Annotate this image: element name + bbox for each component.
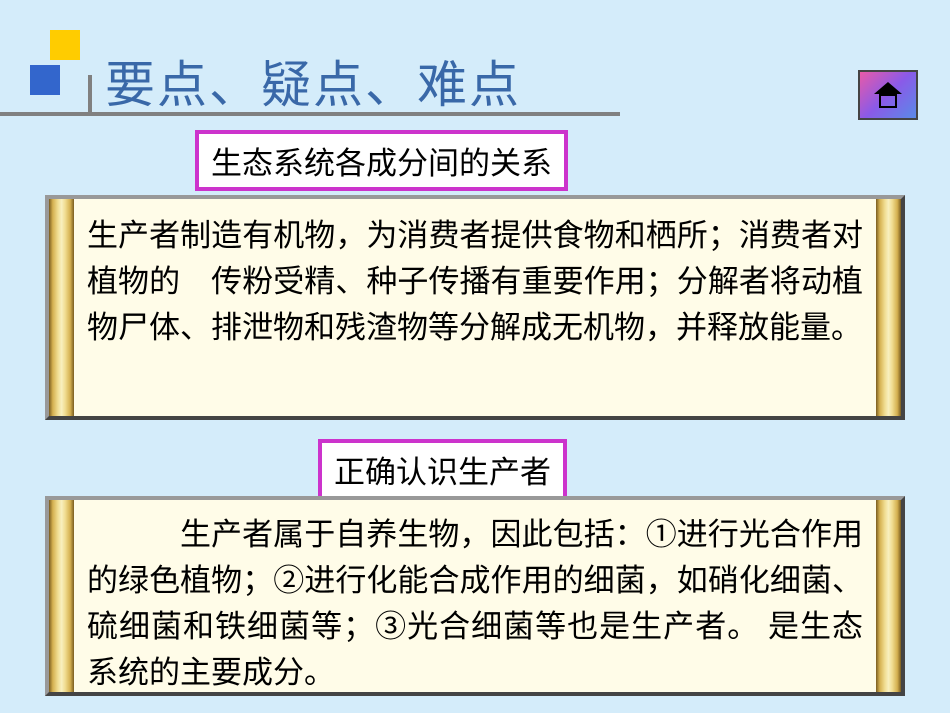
subtitle-2: 正确认识生产者 [318,439,567,500]
content-box-2: 生产者属于自养生物，因此包括：①进行光合作用的绿色植物；②进行化能合成作用的细菌… [45,496,905,696]
bullet-decoration [30,30,80,115]
title-underline-vertical [88,75,92,116]
scroll-decoration-left [49,199,74,416]
home-button[interactable] [858,70,918,120]
slide-title: 要点、疑点、难点 [105,45,521,117]
subtitle-1: 生态系统各成分间的关系 [195,130,568,191]
scroll-decoration-left [49,500,74,692]
home-icon [874,82,902,108]
scroll-decoration-right [876,199,901,416]
content-text-1: 生产者制造有机物，为消费者提供食物和栖所；消费者对植物的 传粉受精、种子传播有重… [49,199,901,365]
content-text-2: 生产者属于自养生物，因此包括：①进行光合作用的绿色植物；②进行化能合成作用的细菌… [49,500,901,710]
title-underline [0,112,620,116]
scroll-decoration-right [876,500,901,692]
content-box-1: 生产者制造有机物，为消费者提供食物和栖所；消费者对植物的 传粉受精、种子传播有重… [45,195,905,420]
